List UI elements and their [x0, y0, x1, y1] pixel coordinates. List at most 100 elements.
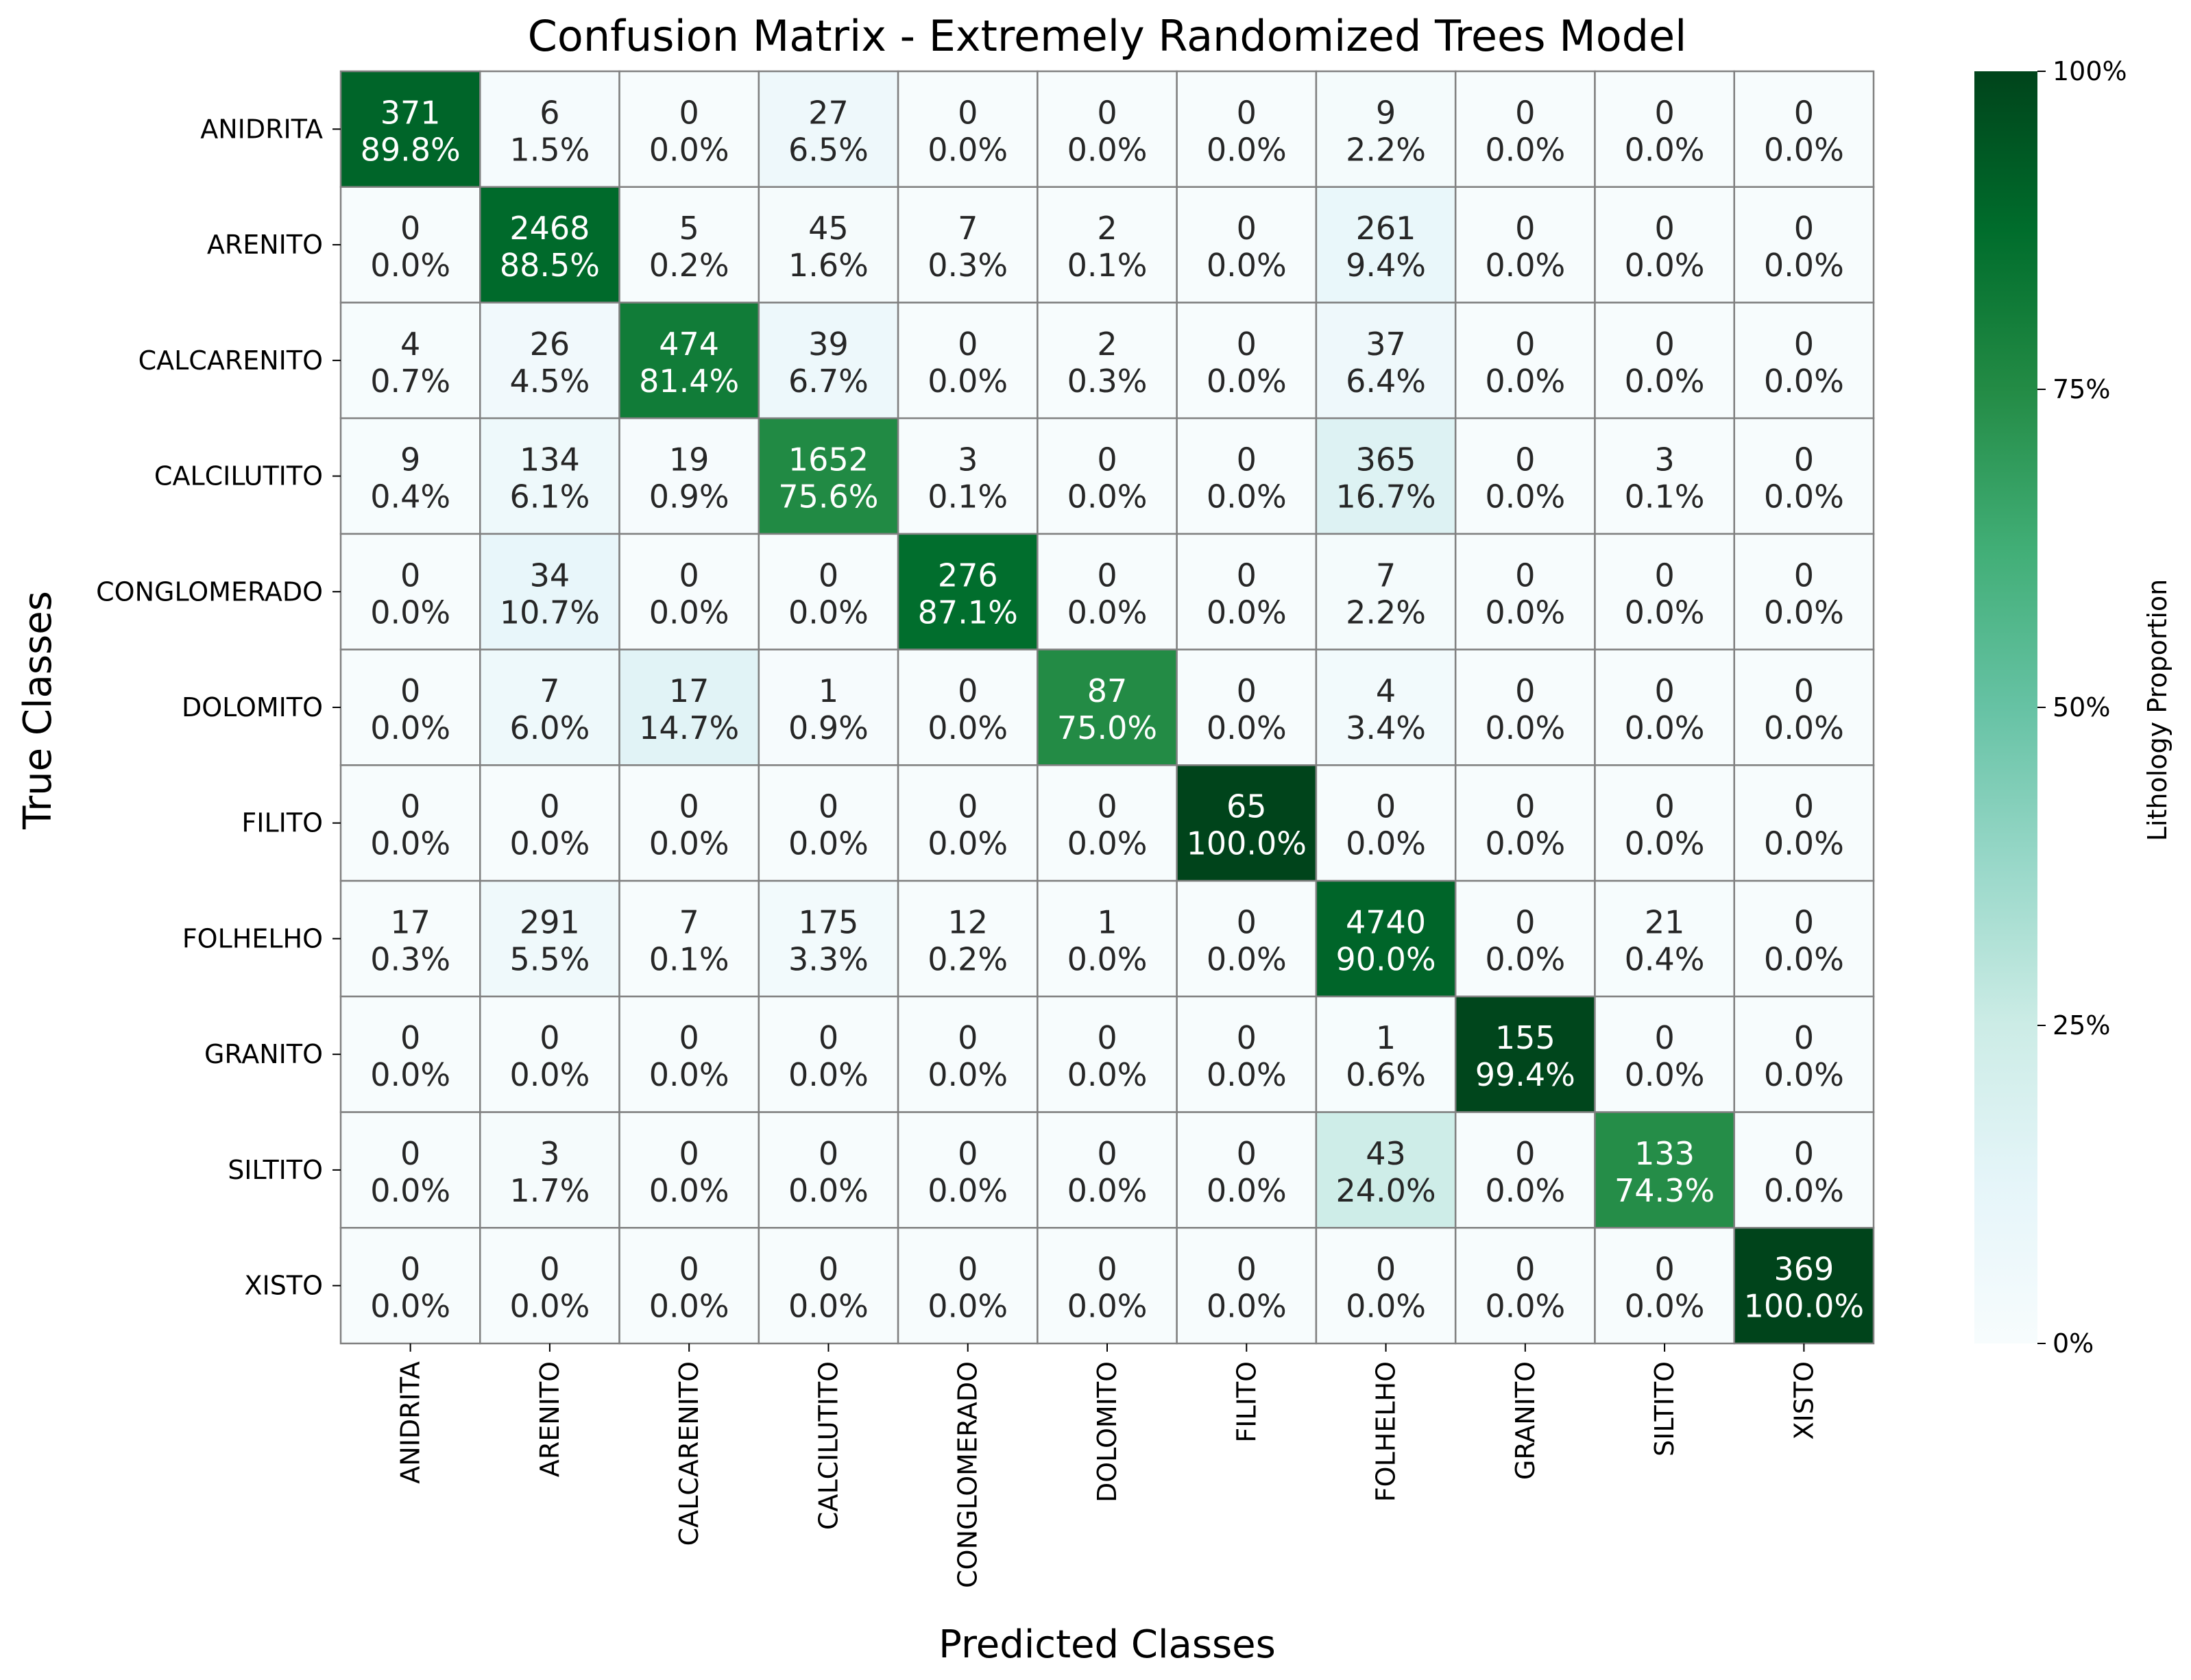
- cell-percentage-label: 0.0%: [509, 1288, 590, 1325]
- row-label: FILITO: [241, 808, 323, 838]
- cell-percentage-label: 0.0%: [1625, 1288, 1705, 1325]
- column-label: ANIDRITA: [396, 1361, 426, 1484]
- cell-percentage-label: 0.0%: [1207, 478, 1287, 515]
- chart-title: Confusion Matrix - Extremely Randomized …: [528, 11, 1687, 61]
- heatmap-cell: [479, 1227, 620, 1345]
- heatmap-cell: [1594, 764, 1735, 882]
- cell-count-label: 0: [1654, 672, 1674, 709]
- cell-percentage-label: 0.0%: [370, 594, 450, 631]
- cell-count-label: 0: [1794, 326, 1814, 363]
- cell-count-label: 0: [819, 1251, 838, 1288]
- cell-count-label: 0: [1237, 1019, 1257, 1056]
- heatmap-cell: [897, 417, 1039, 535]
- cell-count-label: 5: [679, 210, 699, 247]
- row-tick-labels: ANIDRITA ARENITO CALCARENITO CALCILUTITO CON…: [96, 114, 341, 1301]
- cell-percentage-label: 0.0%: [1764, 825, 1844, 862]
- cell-count-label: 3: [540, 1135, 559, 1172]
- cell-percentage-label: 0.6%: [1346, 1056, 1426, 1093]
- heatmap-cell: [1454, 1227, 1596, 1345]
- cell-percentage-label: 90.0%: [1335, 940, 1436, 977]
- heatmap-cell: [1594, 995, 1735, 1113]
- cell-percentage-label: 0.0%: [1485, 247, 1565, 284]
- cell-percentage-label: 0.4%: [1625, 940, 1705, 977]
- heatmap-cell: [339, 995, 481, 1113]
- colorbar-tick-label: 75%: [2053, 374, 2110, 404]
- cell-percentage-label: 100.0%: [1187, 825, 1307, 862]
- heatmap-cell: [618, 533, 760, 650]
- heatmap-cell: [1037, 879, 1178, 998]
- cell-percentage-label: 0.0%: [928, 1288, 1008, 1325]
- heatmap-cell: [1594, 186, 1735, 304]
- cell-count-label: 27: [808, 94, 849, 131]
- heatmap-cell: [1315, 186, 1457, 304]
- cell-percentage-label: 99.4%: [1475, 1056, 1575, 1093]
- cell-count-label: 0: [400, 1251, 420, 1288]
- cell-percentage-label: 0.0%: [649, 825, 729, 862]
- cell-percentage-label: 0.1%: [1625, 478, 1705, 515]
- heatmap-cell: [897, 302, 1039, 419]
- cell-percentage-label: 0.0%: [1764, 478, 1844, 515]
- cell-percentage-label: 0.0%: [370, 825, 450, 862]
- cell-count-label: 0: [1794, 903, 1814, 940]
- cell-count-label: 43: [1366, 1135, 1406, 1172]
- heatmap-cell: [339, 1227, 481, 1345]
- heatmap-cell: [1454, 533, 1596, 650]
- cell-count-label: 0: [1376, 788, 1396, 825]
- y-axis-label: True Classes: [16, 591, 60, 830]
- cell-percentage-label: 0.1%: [928, 478, 1008, 515]
- cell-percentage-label: 0.0%: [928, 1056, 1008, 1093]
- heatmap-cell: [1037, 302, 1178, 419]
- cell-count-label: 0: [958, 94, 978, 131]
- heatmap-cell: [758, 417, 899, 535]
- row-label: XISTO: [245, 1271, 323, 1301]
- colorbar-tick-label: 0%: [2053, 1328, 2094, 1359]
- cell-percentage-label: 6.1%: [509, 478, 590, 515]
- cell-count-label: 12: [947, 903, 988, 940]
- heatmap-cell: [758, 764, 899, 882]
- cell-count-label: 0: [819, 1135, 838, 1172]
- cell-count-label: 4740: [1346, 903, 1426, 940]
- heatmap-cell: [618, 1111, 760, 1229]
- cell-percentage-label: 0.0%: [1067, 940, 1148, 977]
- colorbar-tick-label: 25%: [2053, 1010, 2110, 1040]
- heatmap-cell: [758, 879, 899, 998]
- cell-count-label: 0: [679, 557, 699, 594]
- cell-count-label: 0: [1376, 1251, 1396, 1288]
- cell-count-label: 261: [1356, 210, 1416, 247]
- heatmap-cell: [1733, 995, 1875, 1113]
- heatmap-cell: [1594, 879, 1735, 998]
- heatmap-cell: [1733, 1111, 1875, 1229]
- cell-count-label: 0: [1515, 1251, 1535, 1288]
- heatmap-cell: [1733, 1227, 1875, 1345]
- cell-percentage-label: 0.0%: [509, 825, 590, 862]
- cell-percentage-label: 0.0%: [1067, 1056, 1148, 1093]
- cell-percentage-label: 10.7%: [500, 594, 600, 631]
- heatmap-cell: [1594, 533, 1735, 650]
- cell-percentage-label: 0.0%: [1346, 825, 1426, 862]
- cell-count-label: 0: [1794, 441, 1814, 478]
- cell-count-label: 0: [1237, 1135, 1257, 1172]
- cell-count-label: 0: [400, 1135, 420, 1172]
- cell-percentage-label: 0.0%: [1764, 363, 1844, 400]
- cell-count-label: 0: [1237, 94, 1257, 131]
- cell-percentage-label: 0.0%: [1764, 1172, 1844, 1209]
- heatmap-cell: [1037, 764, 1178, 882]
- heatmap-cell: [758, 1111, 899, 1229]
- cell-count-label: 0: [1654, 1019, 1674, 1056]
- cell-percentage-label: 2.2%: [1346, 594, 1426, 631]
- heatmap-cell: [1454, 764, 1596, 882]
- cell-percentage-label: 0.1%: [1067, 247, 1148, 284]
- cell-percentage-label: 0.0%: [928, 709, 1008, 746]
- heatmap-cell: [1733, 186, 1875, 304]
- column-label: FILITO: [1231, 1361, 1261, 1443]
- heatmap-cell: [1454, 186, 1596, 304]
- cell-count-label: 0: [1097, 1251, 1117, 1288]
- heatmap-cell: [1176, 302, 1318, 419]
- cell-percentage-label: 6.0%: [509, 709, 590, 746]
- cell-percentage-label: 0.0%: [1067, 1172, 1148, 1209]
- cell-percentage-label: 0.0%: [1625, 131, 1705, 168]
- cell-count-label: 175: [799, 903, 859, 940]
- heatmap-cell: [339, 186, 481, 304]
- cell-percentage-label: 0.0%: [1485, 478, 1565, 515]
- cell-percentage-label: 0.0%: [370, 709, 450, 746]
